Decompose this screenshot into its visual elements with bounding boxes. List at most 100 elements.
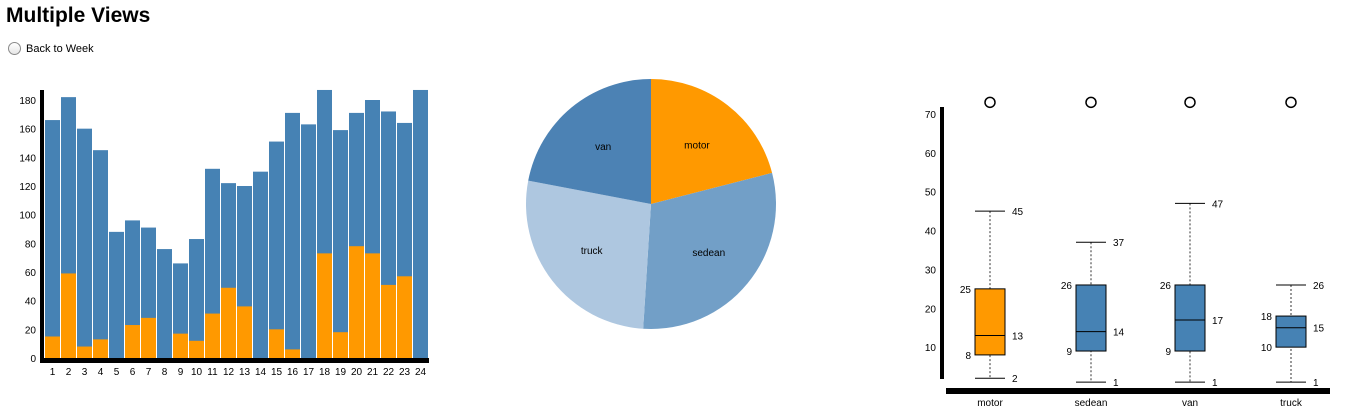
bar-highlight [141,317,156,358]
max-label: 47 [1212,199,1224,210]
pie-slice-label: van [595,142,611,153]
x-tick-label: 16 [287,367,299,378]
bar-highlight [189,340,204,358]
pie-slice [651,79,773,204]
x-axis-line [40,358,429,363]
bar-total [413,89,428,358]
bar-highlight [237,306,252,358]
x-tick-label: 24 [415,367,427,378]
bar-total [269,141,284,358]
q1-label: 8 [965,351,971,362]
bar-highlight [77,346,92,358]
x-tick-label: 3 [82,367,88,378]
bar-highlight [381,284,396,358]
x-tick-label: 6 [130,367,136,378]
x-tick-label: 7 [146,367,152,378]
x-tick-label: 2 [66,367,72,378]
bar-highlight [285,349,300,358]
bar-total [189,239,204,358]
box [1275,315,1307,348]
bar-highlight [317,253,332,358]
bar-highlight [45,336,60,358]
pie-slice-label: motor [684,141,710,152]
y-tick-label: 160 [19,125,36,136]
median-label: 17 [1212,316,1224,327]
x-axis-line [946,388,1330,394]
pie-slice [526,180,651,329]
y-tick-label: 80 [25,239,37,250]
q3-label: 18 [1261,312,1273,323]
min-label: 1 [1313,378,1319,389]
outlier-point [1085,96,1097,109]
bar-total [333,130,348,358]
x-tick-label: 1 [50,367,56,378]
x-tick-label: motor [977,398,1003,409]
median-label: 14 [1113,328,1125,339]
x-tick-label: 8 [162,367,168,378]
bar-total [205,168,220,358]
x-tick-label: truck [1280,398,1303,409]
radio-button-icon[interactable] [8,42,21,55]
x-tick-label: 20 [351,367,363,378]
pie-slice-label: truck [581,246,604,257]
y-tick-label: 20 [25,325,37,336]
bar-total [285,112,300,359]
bar-highlight [221,287,236,358]
y-tick-label: 0 [30,354,36,365]
x-tick-label: 9 [178,367,184,378]
bar-highlight [269,329,284,358]
median-label: 15 [1313,324,1325,335]
outlier-point [1184,96,1196,109]
bar-total [253,171,268,358]
y-axis-line [940,107,944,379]
bar-highlight [125,325,140,358]
bar-total [125,220,140,358]
bar-highlight [205,313,220,358]
y-tick-label: 60 [25,268,37,279]
outlier-point [984,96,996,109]
q1-label: 9 [1165,347,1171,358]
hourly-bar-chart: 1 2 3 4 5 6 7 8 9 10 11 12 13 14 15 16 17 18 19 20 21 22 23 240… [19,89,429,378]
x-tick-label: van [1182,398,1198,409]
y-tick-label: 70 [925,110,937,121]
y-tick-label: 60 [925,149,937,160]
bar-total [157,249,172,358]
page-title: Multiple Views [6,4,151,27]
y-tick-label: 10 [925,343,937,354]
x-tick-label: 14 [255,367,267,378]
back-to-week-radio[interactable]: Back to Week [8,42,94,55]
x-tick-label: sedean [1075,398,1108,409]
bar-highlight [93,339,108,358]
max-label: 26 [1313,281,1325,292]
max-label: 45 [1012,207,1024,218]
y-tick-label: 140 [19,153,36,164]
bar-highlight [61,273,76,358]
back-to-week-label: Back to Week [26,42,94,55]
y-tick-label: 50 [925,188,937,199]
bar-highlight [173,333,188,358]
outlier-point [1285,96,1297,109]
x-tick-label: 21 [367,367,379,378]
x-tick-label: 4 [98,367,104,378]
pie-slice-label: sedean [692,248,725,259]
bar-highlight [397,276,412,358]
bar-total [77,128,92,358]
x-tick-label: 23 [399,367,411,378]
q3-label: 25 [960,285,972,296]
bar-highlight [333,332,348,358]
bar-highlight [365,253,380,358]
bar-total [93,150,108,358]
bar-total [301,124,316,358]
x-tick-label: 19 [335,367,347,378]
q3-label: 26 [1061,281,1073,292]
y-tick-label: 180 [19,96,36,107]
box [1075,284,1107,352]
bar-highlight [349,246,364,358]
box [1174,284,1206,352]
y-axis-line [40,90,44,363]
x-tick-label: 15 [271,367,283,378]
min-label: 1 [1212,378,1218,389]
y-tick-label: 30 [925,265,937,276]
y-tick-label: 120 [19,182,36,193]
pie-slice [643,172,776,329]
